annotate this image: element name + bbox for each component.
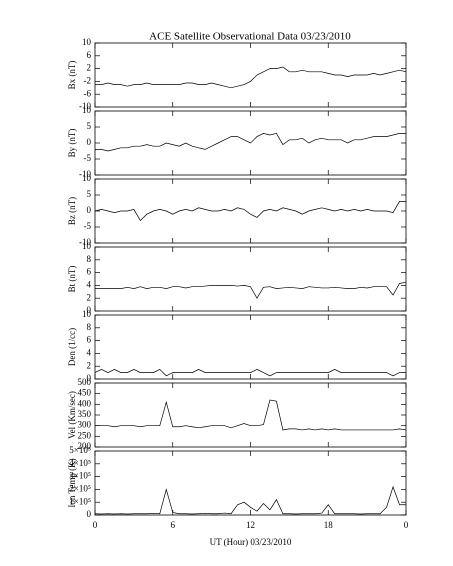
panel-frame [94, 450, 407, 516]
x-tick-label: 12 [246, 520, 255, 530]
y-tick-label: 6 [87, 50, 92, 60]
panel-frame [94, 314, 407, 380]
y-axis-label: Bt (nT) [67, 266, 77, 293]
x-tick-label: 0 [93, 520, 98, 530]
y-tick-label: -10 [79, 169, 91, 179]
y-axis-label: Den (1/cc) [67, 328, 77, 366]
y-axis-label: By (nT) [67, 129, 77, 158]
y-tick-label: 3×10⁵ [69, 471, 91, 481]
y-tick-label: 350 [78, 409, 92, 419]
y-axis-label: Ion Temp (K) [67, 458, 77, 507]
y-tick-label: 2×10⁵ [69, 483, 91, 493]
x-axis-label: UT (Hour) 03/23/2010 [210, 537, 292, 547]
y-tick-label: 10 [82, 37, 92, 47]
y-tick-label: 5 [87, 121, 92, 131]
data-line [94, 368, 406, 377]
y-tick-label: 500 [78, 377, 92, 387]
y-tick-label: 10 [82, 309, 92, 319]
y-tick-label: 4×10⁵ [69, 458, 91, 468]
y-tick-label: -10 [79, 237, 91, 247]
y-tick-label: 0 [87, 205, 92, 215]
y-tick-label: 10 [82, 105, 92, 115]
x-tick-label: 18 [324, 520, 334, 530]
y-tick-label: -6 [84, 88, 92, 98]
y-tick-label: 0 [87, 137, 92, 147]
data-line [94, 485, 406, 515]
data-line [95, 281, 407, 299]
y-tick-label: -5 [84, 221, 92, 231]
y-tick-label: 6 [87, 267, 92, 277]
x-tick-label: 0 [404, 520, 409, 530]
y-tick-label: 450 [78, 388, 92, 398]
y-tick-label: 4 [87, 279, 92, 289]
y-tick-label: 8 [87, 254, 92, 264]
y-tick-label: 8 [87, 322, 92, 332]
y-tick-label: 5 [87, 189, 92, 199]
y-tick-label: 0 [87, 373, 92, 383]
y-tick-label: 0 [87, 305, 92, 315]
panel-frame [94, 246, 407, 312]
y-tick-label: 300 [78, 420, 92, 430]
y-tick-label: -5 [84, 153, 92, 163]
y-tick-label: 4 [87, 347, 92, 357]
data-line [95, 66, 407, 89]
y-tick-label: 10 [82, 173, 92, 183]
chart-title: ACE Satellite Observational Data 03/23/2… [149, 31, 351, 43]
y-tick-label: 200 [78, 441, 92, 451]
y-tick-label: 5×10⁵ [69, 445, 91, 455]
y-tick-label: 10 [82, 241, 92, 251]
x-tick-label: 6 [171, 520, 176, 530]
y-tick-label: 250 [78, 430, 92, 440]
y-tick-label: 0 [87, 509, 92, 519]
data-line [95, 132, 406, 152]
y-tick-label: 1×10⁵ [69, 496, 91, 506]
y-axis-label: Bx (nT) [67, 61, 77, 90]
y-tick-label: -10 [79, 101, 91, 111]
y-tick-label: -2 [84, 75, 92, 85]
data-line [94, 201, 406, 222]
panel-frame [94, 382, 407, 448]
y-axis-label: Bz (nT) [67, 197, 77, 225]
y-tick-label: 2 [87, 292, 92, 302]
y-tick-label: 400 [78, 398, 92, 408]
y-axis-label: Vel (Km/sec) [67, 391, 77, 439]
data-line [95, 399, 407, 431]
y-tick-label: 2 [87, 360, 92, 370]
y-tick-label: 6 [87, 335, 92, 345]
y-tick-label: 2 [87, 63, 92, 73]
